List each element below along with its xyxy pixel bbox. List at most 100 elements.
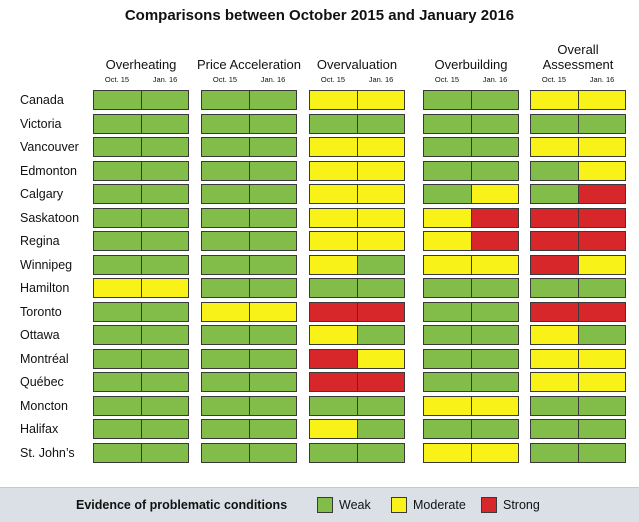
cell-winnipeg-overheating-oct-15	[93, 254, 142, 275]
cell-st-john-s-overheating-jan-16	[141, 442, 189, 463]
legend-swatch-strong	[481, 497, 497, 513]
cell-saskatoon-overheating-jan-16	[141, 207, 189, 228]
cell-st-john-s-overvaluation-oct-15	[309, 442, 358, 463]
cell-moncton-price-acceleration-oct-15	[201, 395, 250, 416]
cell-moncton-overvaluation-oct-15	[309, 395, 358, 416]
row-label-vancouver: Vancouver	[20, 140, 79, 154]
row-label-calgary: Calgary	[20, 187, 64, 201]
cell-canada-overall-assessment-oct-15	[530, 90, 579, 110]
cell-halifax-overvaluation-jan-16	[357, 419, 405, 439]
cell-vancouver-overvaluation-oct-15	[309, 137, 358, 157]
cell-ottawa-overbuilding-jan-16	[471, 325, 519, 345]
cell-vancouver-price-acceleration-oct-15	[201, 137, 250, 157]
legend-label-weak: Weak	[339, 498, 371, 512]
cell-quebec-overbuilding-oct-15	[423, 372, 472, 392]
legend-item-weak: Weak	[317, 497, 371, 513]
cell-quebec-overall-assessment-oct-15	[530, 372, 579, 392]
cell-moncton-overvaluation-jan-16	[357, 395, 405, 416]
cell-ottawa-overvaluation-jan-16	[357, 325, 405, 345]
subcolumn-label-overbuilding-jan-16: Jan. 16	[482, 75, 508, 84]
cell-vancouver-price-acceleration-jan-16	[249, 137, 297, 157]
row-label-ottawa: Ottawa	[20, 328, 60, 342]
cell-st-john-s-overall-assessment-jan-16	[578, 442, 626, 463]
cell-hamilton-overbuilding-oct-15	[423, 278, 472, 298]
cell-montreal-overbuilding-oct-15	[423, 348, 472, 369]
cell-victoria-overall-assessment-oct-15	[530, 113, 579, 134]
cell-st-john-s-overall-assessment-oct-15	[530, 442, 579, 463]
cell-halifax-price-acceleration-oct-15	[201, 419, 250, 439]
cell-saskatoon-price-acceleration-jan-16	[249, 207, 297, 228]
row-label-halifax: Halifax	[20, 422, 59, 436]
legend: Evidence of problematic conditions Weak …	[0, 487, 639, 522]
cell-toronto-overall-assessment-oct-15	[530, 301, 579, 322]
cell-toronto-overheating-jan-16	[141, 301, 189, 322]
cell-montreal-overvaluation-jan-16	[357, 348, 405, 369]
cell-moncton-overheating-oct-15	[93, 395, 142, 416]
subcolumn-label-overvaluation-jan-16: Jan. 16	[368, 75, 394, 84]
legend-swatch-moderate	[391, 497, 407, 513]
cell-victoria-overbuilding-oct-15	[423, 113, 472, 134]
cell-regina-price-acceleration-jan-16	[249, 231, 297, 251]
cell-regina-overall-assessment-jan-16	[578, 231, 626, 251]
cell-edmonton-overvaluation-oct-15	[309, 160, 358, 181]
cell-ottawa-overheating-jan-16	[141, 325, 189, 345]
legend-label-strong: Strong	[503, 498, 540, 512]
cell-canada-overvaluation-oct-15	[309, 90, 358, 110]
cell-st-john-s-overvaluation-jan-16	[357, 442, 405, 463]
cell-victoria-overvaluation-jan-16	[357, 113, 405, 134]
cell-saskatoon-overvaluation-jan-16	[357, 207, 405, 228]
cell-ottawa-overall-assessment-jan-16	[578, 325, 626, 345]
cell-edmonton-overall-assessment-oct-15	[530, 160, 579, 181]
cell-canada-overvaluation-jan-16	[357, 90, 405, 110]
cell-saskatoon-overall-assessment-oct-15	[530, 207, 579, 228]
cell-halifax-overbuilding-oct-15	[423, 419, 472, 439]
cell-edmonton-overbuilding-oct-15	[423, 160, 472, 181]
cell-calgary-overbuilding-jan-16	[471, 184, 519, 204]
cell-toronto-overall-assessment-jan-16	[578, 301, 626, 322]
cell-quebec-overheating-jan-16	[141, 372, 189, 392]
cell-ottawa-overall-assessment-oct-15	[530, 325, 579, 345]
cell-victoria-overheating-oct-15	[93, 113, 142, 134]
cell-canada-overheating-oct-15	[93, 90, 142, 110]
cell-calgary-overheating-oct-15	[93, 184, 142, 204]
cell-calgary-overheating-jan-16	[141, 184, 189, 204]
cell-canada-overall-assessment-jan-16	[578, 90, 626, 110]
cell-moncton-overbuilding-oct-15	[423, 395, 472, 416]
cell-calgary-overvaluation-oct-15	[309, 184, 358, 204]
cell-edmonton-price-acceleration-oct-15	[201, 160, 250, 181]
cell-calgary-overall-assessment-jan-16	[578, 184, 626, 204]
subcolumn-label-overall-assessment-jan-16: Jan. 16	[589, 75, 615, 84]
cell-toronto-overvaluation-jan-16	[357, 301, 405, 322]
cell-edmonton-overall-assessment-jan-16	[578, 160, 626, 181]
cell-toronto-overbuilding-jan-16	[471, 301, 519, 322]
cell-ottawa-overbuilding-oct-15	[423, 325, 472, 345]
cell-ottawa-overheating-oct-15	[93, 325, 142, 345]
subcolumn-label-price-acceleration-jan-16: Jan. 16	[260, 75, 286, 84]
cell-montreal-overall-assessment-oct-15	[530, 348, 579, 369]
cell-winnipeg-price-acceleration-oct-15	[201, 254, 250, 275]
cell-hamilton-overbuilding-jan-16	[471, 278, 519, 298]
cell-halifax-overheating-jan-16	[141, 419, 189, 439]
subcolumn-label-overvaluation-oct-15: Oct. 15	[320, 75, 346, 84]
cell-regina-price-acceleration-oct-15	[201, 231, 250, 251]
cell-toronto-overheating-oct-15	[93, 301, 142, 322]
cell-calgary-overbuilding-oct-15	[423, 184, 472, 204]
cell-regina-overbuilding-jan-16	[471, 231, 519, 251]
row-label-montreal: Montréal	[20, 351, 69, 366]
legend-swatch-weak	[317, 497, 333, 513]
cell-montreal-overall-assessment-jan-16	[578, 348, 626, 369]
subcolumn-label-overheating-oct-15: Oct. 15	[104, 75, 130, 84]
cell-montreal-price-acceleration-jan-16	[249, 348, 297, 369]
legend-label-moderate: Moderate	[413, 498, 466, 512]
cell-edmonton-price-acceleration-jan-16	[249, 160, 297, 181]
cell-vancouver-overall-assessment-jan-16	[578, 137, 626, 157]
row-label-hamilton: Hamilton	[20, 281, 70, 295]
cell-calgary-price-acceleration-jan-16	[249, 184, 297, 204]
subcolumn-label-overheating-jan-16: Jan. 16	[152, 75, 178, 84]
row-label-st-john-s: St. John’s	[20, 445, 75, 460]
cell-canada-price-acceleration-jan-16	[249, 90, 297, 110]
subcolumn-label-overbuilding-oct-15: Oct. 15	[434, 75, 460, 84]
cell-saskatoon-overvaluation-oct-15	[309, 207, 358, 228]
column-header-overbuilding: Overbuilding	[434, 57, 508, 72]
cell-regina-overall-assessment-oct-15	[530, 231, 579, 251]
